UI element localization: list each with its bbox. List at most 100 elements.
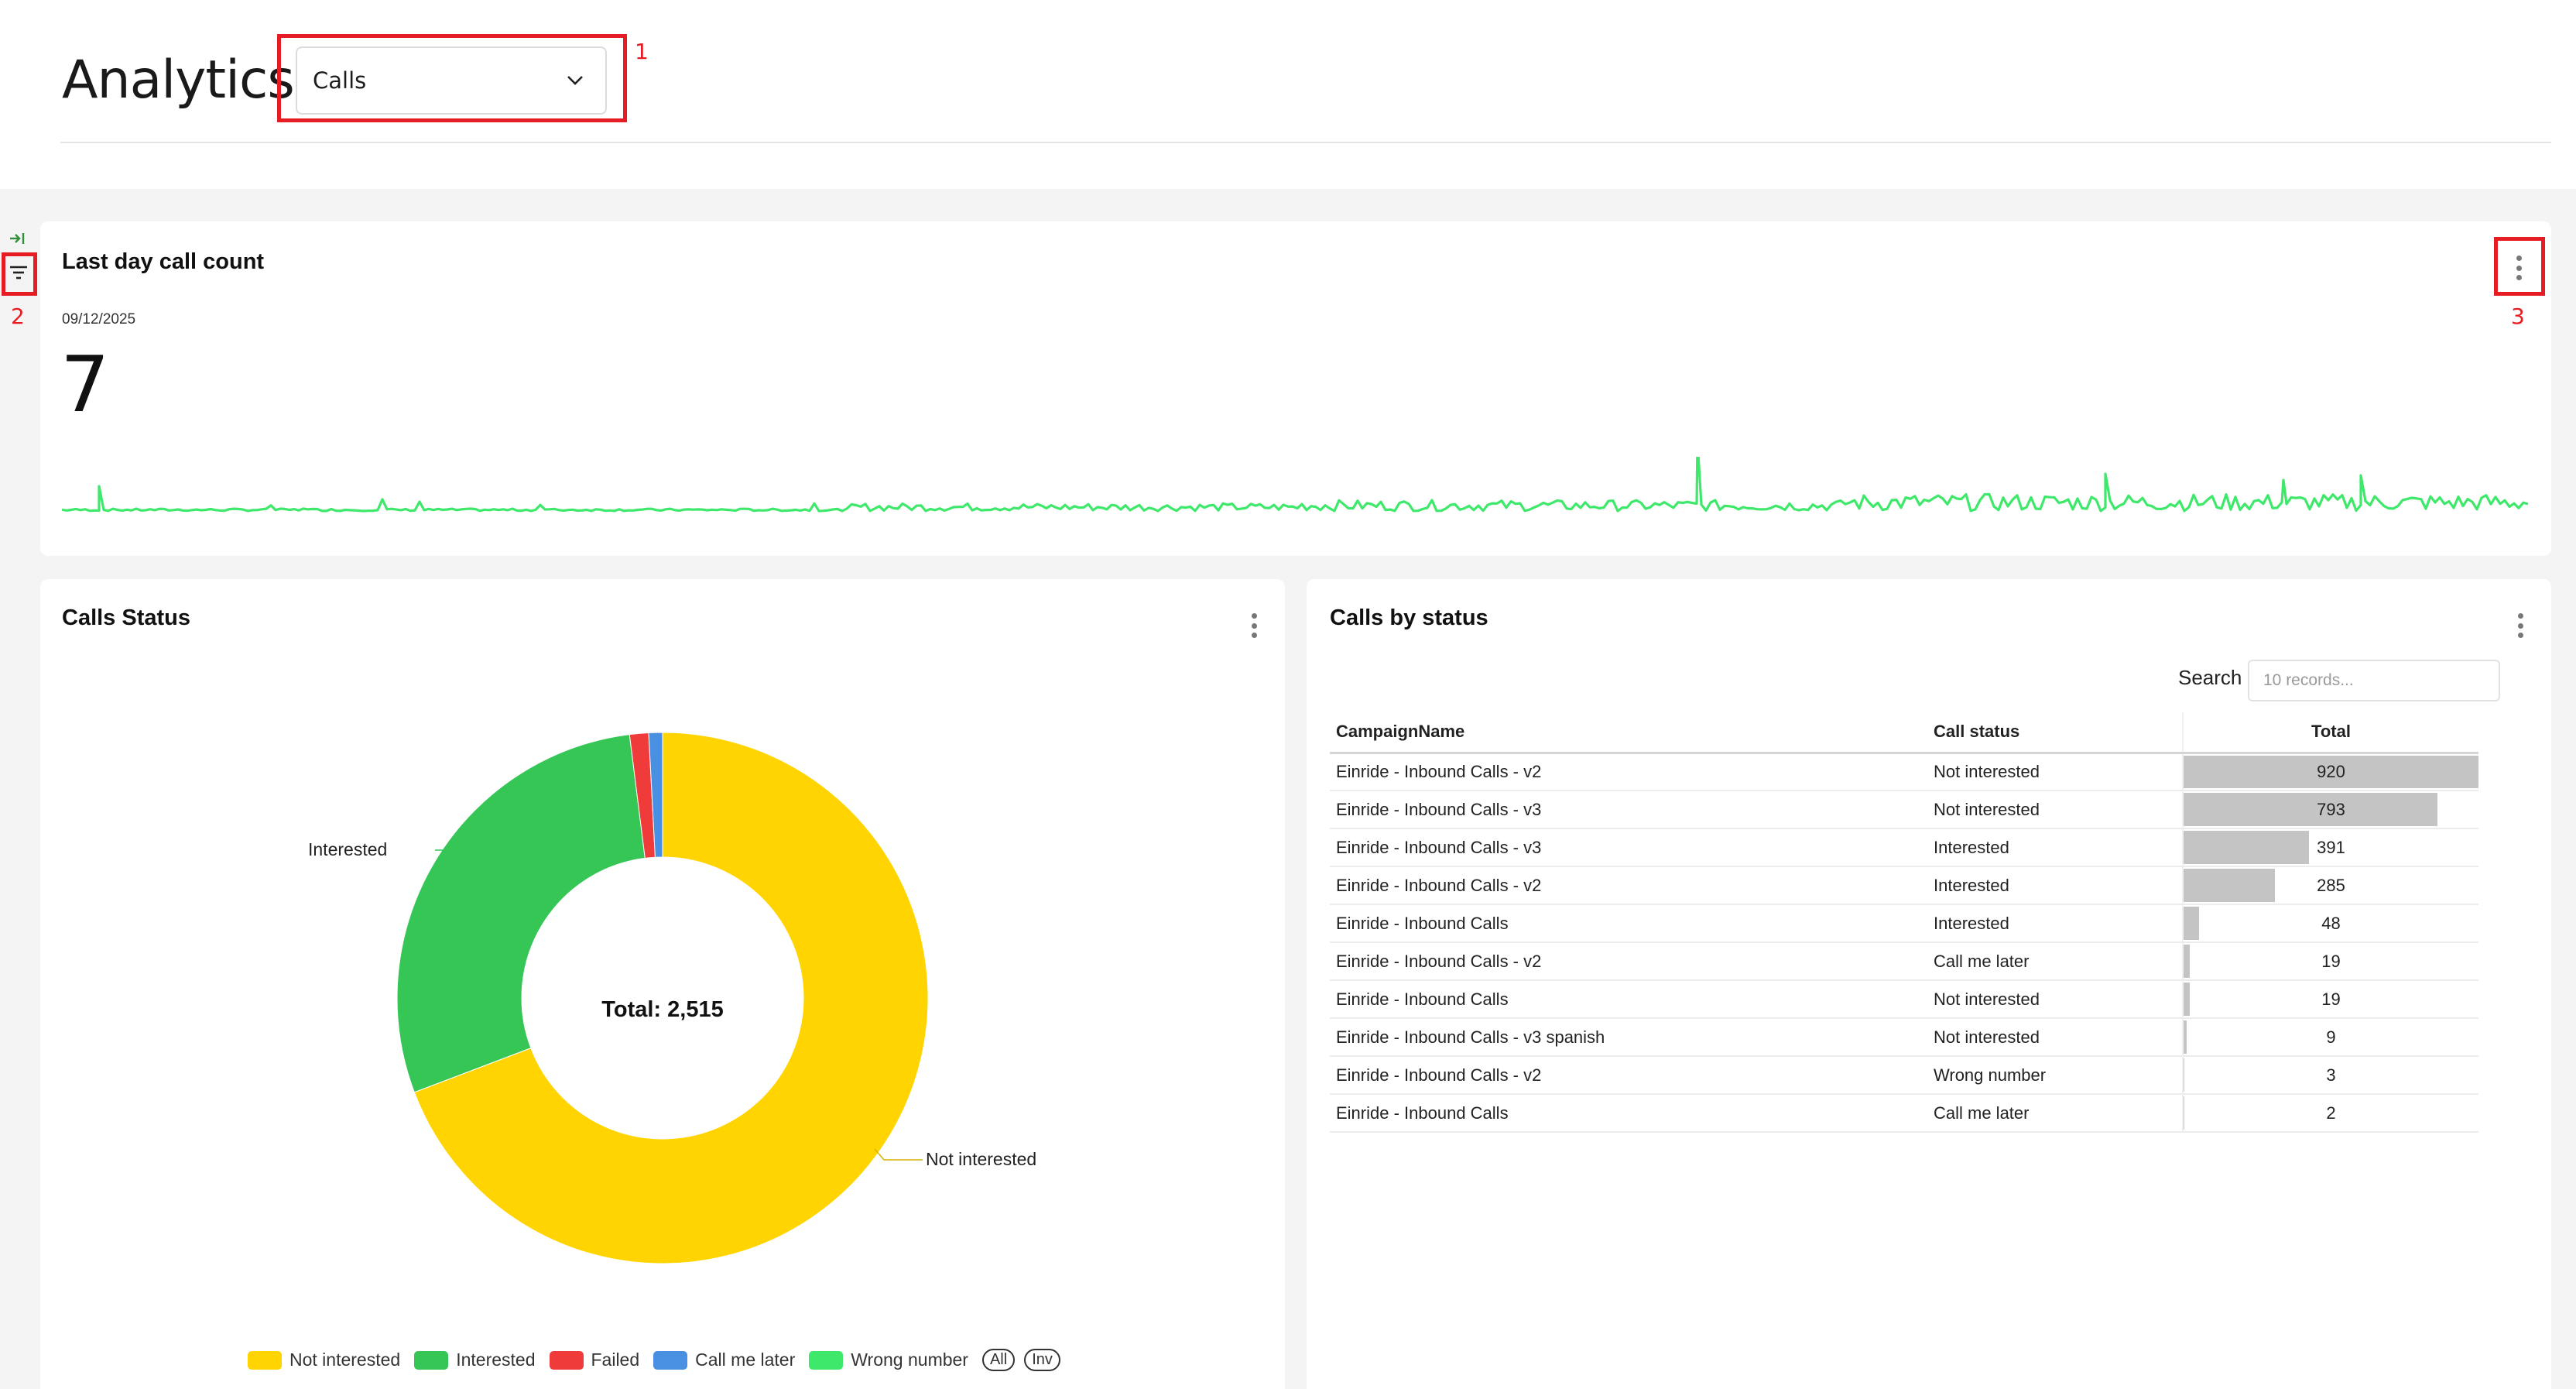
annotation-box-3 [2494,237,2545,296]
interested-leader-line [435,849,474,866]
total-value: 19 [2321,989,2341,1009]
cell-total: 48 [2183,904,2478,943]
card-menu-button[interactable] [2509,252,2528,283]
interested-slice-label: Interested [308,839,388,859]
column-header-total[interactable]: Total [2183,712,2478,754]
header-divider [60,142,2551,143]
chart-legend: Not interested Interested Failed Call me… [248,1349,1070,1371]
calls-by-status-table: CampaignName Call status Total Einride -… [1330,712,2478,1133]
not-interested-leader-line [874,1148,923,1161]
table-header-row: CampaignName Call status Total [1330,712,2478,754]
cell-call-status: Call me later [1927,1094,2184,1133]
search-input[interactable] [2248,660,2500,701]
table-row[interactable]: Einride - Inbound Calls Call me later 2 [1330,1094,2478,1133]
total-bar [2184,831,2309,864]
cell-total: 793 [2183,791,2478,829]
annotation-label-3: 3 [2511,304,2525,329]
total-bar [2184,945,2190,978]
legend-swatch [414,1350,449,1370]
table-row[interactable]: Einride - Inbound Calls Interested 48 [1330,904,2478,943]
cell-total: 19 [2183,980,2478,1019]
legend-label: Not interested [289,1350,401,1370]
legend-swatch [549,1350,584,1370]
column-header-campaign[interactable]: CampaignName [1330,712,1927,754]
table-row[interactable]: Einride - Inbound Calls - v3 Interested 39… [1330,828,2478,867]
legend-item-call-me-later[interactable]: Call me later [653,1350,795,1370]
table-row[interactable]: Einride - Inbound Calls - v2 Not interest… [1330,753,2478,791]
legend-label: Failed [591,1350,640,1370]
total-value: 19 [2321,951,2341,971]
legend-item-not-interested[interactable]: Not interested [248,1350,400,1370]
legend-select-all-button[interactable]: All [981,1349,1016,1371]
cell-total: 19 [2183,942,2478,981]
cell-campaign: Einride - Inbound Calls [1330,1094,1927,1133]
total-bar [2184,793,2438,826]
legend-label: Call me later [695,1350,796,1370]
cell-total: 391 [2183,828,2478,867]
total-value: 2 [2326,1103,2336,1123]
cell-campaign: Einride - Inbound Calls [1330,980,1927,1019]
total-bar [2184,983,2190,1016]
cell-call-status: Interested [1927,866,2184,905]
search-label: Search [2178,666,2242,689]
donut-slice-call-me-later[interactable] [648,732,663,858]
total-value: 920 [2317,761,2345,781]
table-row[interactable]: Einride - Inbound Calls - v2 Interested 28… [1330,866,2478,905]
call-count-sparkline [62,457,2528,513]
legend-item-wrong-number[interactable]: Wrong number [809,1350,968,1370]
donut-center-total: Total: 2,515 [601,997,724,1022]
total-bar [2184,755,2478,788]
not-interested-slice-label: Not interested [926,1149,1037,1169]
annotation-box-1 [277,34,627,122]
cell-campaign: Einride - Inbound Calls - v3 [1330,828,1927,867]
donut-slice-interested[interactable] [396,734,646,1093]
table-row[interactable]: Einride - Inbound Calls Not interested 19 [1330,980,2478,1019]
cell-call-status: Not interested [1927,1018,2184,1057]
cell-total: 9 [2183,1018,2478,1057]
total-bar [2184,1020,2187,1054]
card-menu-button[interactable] [2511,610,2530,641]
cell-campaign: Einride - Inbound Calls - v3 spanish [1330,1018,1927,1057]
cell-campaign: Einride - Inbound Calls - v2 [1330,942,1927,981]
table-row[interactable]: Einride - Inbound Calls - v3 Not interest… [1330,791,2478,829]
total-value: 391 [2317,837,2345,857]
legend-invert-button[interactable]: Inv [1024,1349,1060,1371]
cell-campaign: Einride - Inbound Calls - v2 [1330,753,1927,791]
cell-campaign: Einride - Inbound Calls - v2 [1330,1056,1927,1095]
kpi-value: 7 [60,339,110,430]
total-bar [2184,869,2276,902]
date-label: 09/12/2025 [62,311,136,328]
filter-icon[interactable] [6,260,31,285]
dashboard-select[interactable]: Calls [296,46,607,115]
cell-call-status: Not interested [1927,753,2184,791]
annotation-label-2: 2 [11,304,25,329]
table-row[interactable]: Einride - Inbound Calls - v2 Call me late… [1330,942,2478,981]
donut-slice-not-interested[interactable] [413,732,929,1264]
card-title: Last day call count [62,249,265,274]
card-title: Calls Status [62,605,190,630]
legend-item-interested[interactable]: Interested [414,1350,536,1370]
total-value: 285 [2317,875,2345,895]
cell-call-status: Call me later [1927,942,2184,981]
column-header-call-status[interactable]: Call status [1927,712,2184,754]
legend-item-failed[interactable]: Failed [549,1350,640,1370]
calls-by-status-card: Calls by status Search CampaignName Call… [1307,579,2551,1389]
cell-campaign: Einride - Inbound Calls - v2 [1330,866,1927,905]
table-row[interactable]: Einride - Inbound Calls - v3 spanish Not … [1330,1018,2478,1057]
card-menu-button[interactable] [1245,610,1263,641]
dashboard-select-value: Calls [313,67,367,94]
table-row[interactable]: Einride - Inbound Calls - v2 Wrong number… [1330,1056,2478,1095]
cell-total: 3 [2183,1056,2478,1095]
annotation-box-2 [2,252,37,296]
total-value: 48 [2321,913,2341,933]
chevron-down-icon [567,76,583,85]
page-header: Analytics Calls [0,0,2576,189]
annotation-label-1: 1 [635,39,649,64]
expand-panel-icon[interactable] [8,229,28,248]
legend-swatch [809,1350,844,1370]
cell-call-status: Not interested [1927,791,2184,829]
last-day-call-count-card: Last day call count 09/12/2025 7 [40,221,2551,556]
cell-call-status: Wrong number [1927,1056,2184,1095]
legend-label: Wrong number [851,1350,968,1370]
card-title: Calls by status [1330,605,1488,630]
